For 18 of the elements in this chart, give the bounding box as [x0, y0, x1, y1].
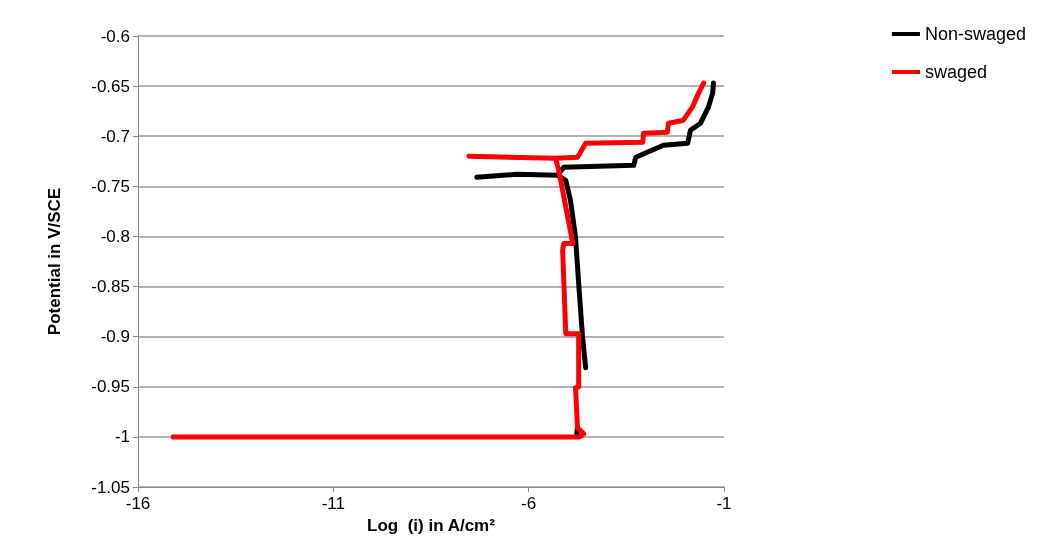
y-tick-label: -0.6 [100, 26, 130, 46]
x-axis-title: Log (i) in A/cm² [367, 515, 496, 535]
x-tick-label: -11 [321, 494, 345, 513]
y-tick-label: -0.9 [100, 327, 130, 347]
legend-label: Non-swaged [924, 24, 1027, 44]
y-tick-label: -1.05 [91, 477, 130, 497]
x-tick-label: -6 [521, 494, 537, 513]
y-tick-label: -0.8 [100, 226, 130, 246]
y-axis-title: Potential in V/SCE [45, 187, 64, 336]
x-tick-label: -1 [716, 494, 732, 513]
y-tick-label: -0.95 [91, 377, 130, 397]
y-tick-label: -0.65 [91, 76, 130, 96]
y-tick-label: -0.7 [100, 126, 130, 146]
x-tick-label: -16 [125, 494, 151, 513]
y-tick-label: -0.75 [91, 176, 130, 196]
legend-label: swaged [924, 62, 987, 82]
y-tick-label: -1 [114, 427, 130, 447]
y-tick-label: -0.85 [91, 277, 130, 297]
